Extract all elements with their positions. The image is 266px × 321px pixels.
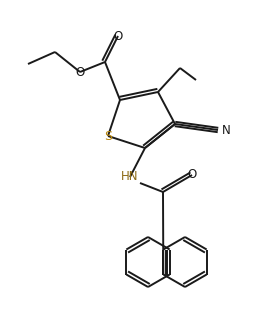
Text: O: O [75,65,85,79]
Text: HN: HN [121,170,139,184]
Text: S: S [104,129,112,143]
Text: N: N [222,124,230,136]
Text: O: O [187,169,197,181]
Text: O: O [113,30,123,42]
